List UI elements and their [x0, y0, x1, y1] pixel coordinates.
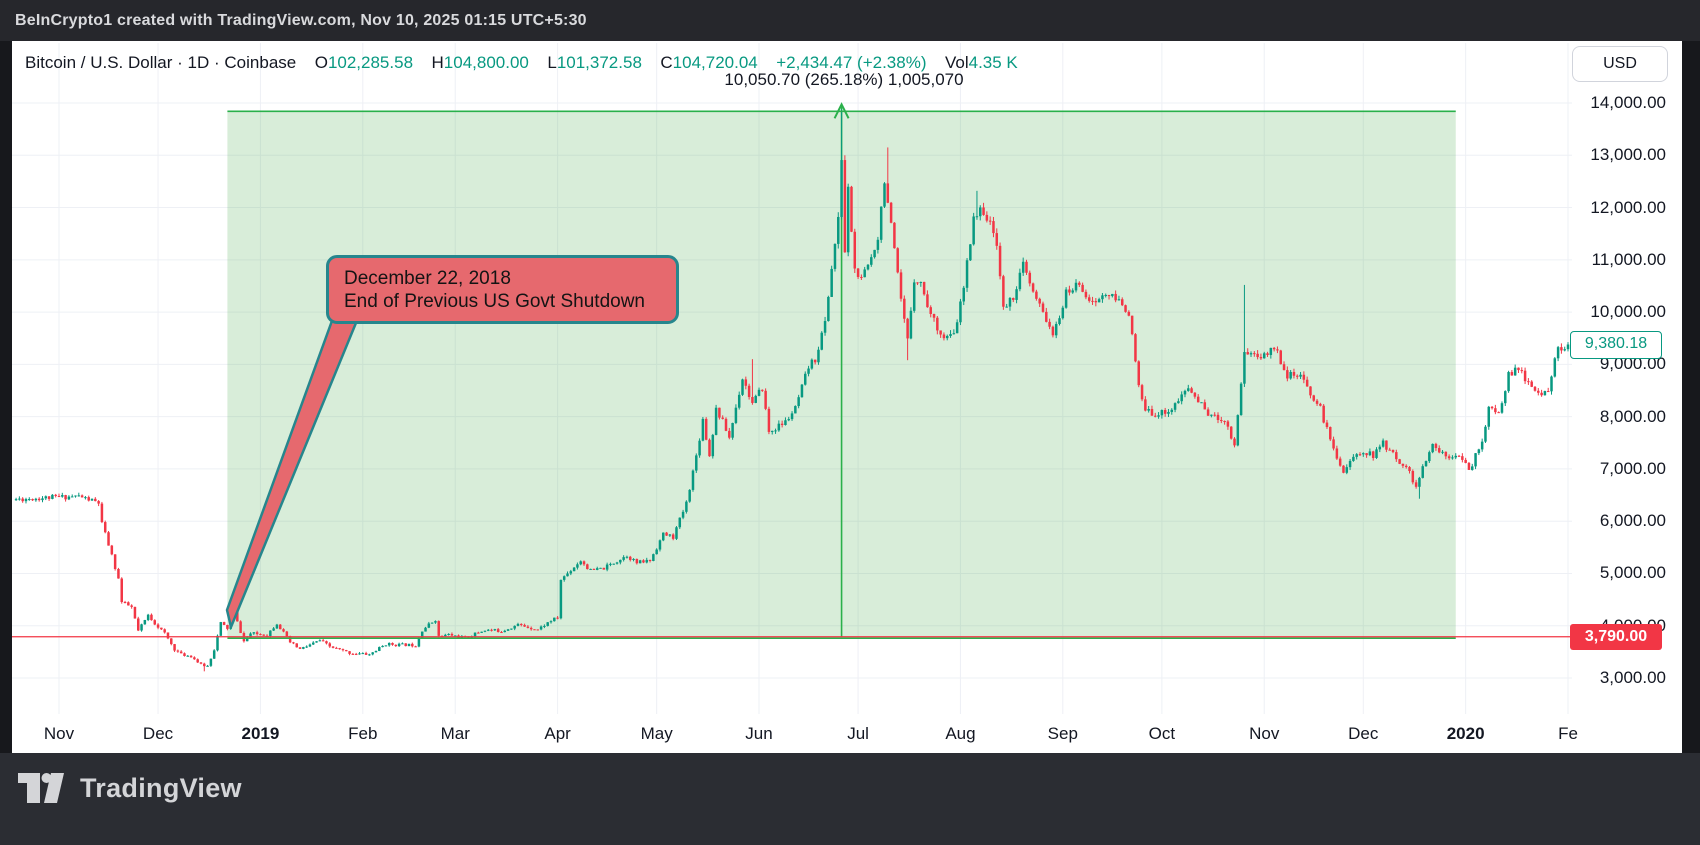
interval-value: 1D: [187, 53, 210, 72]
current-price-tag: 9,380.18: [1570, 331, 1662, 359]
attribution-bar: BeInCrypto1 created with TradingView.com…: [0, 0, 1700, 41]
volume-label: Vol: [944, 53, 969, 72]
time-axis-label: May: [640, 724, 673, 743]
attribution-text: BeInCrypto1 created with TradingView.com…: [15, 12, 587, 29]
tradingview-logo-icon: [18, 773, 64, 803]
volume-value: 4.35 K: [968, 53, 1018, 72]
high-label: H: [431, 53, 444, 72]
price-axis-label: 13,000.00: [1590, 145, 1666, 165]
time-axis-label: Feb: [348, 724, 378, 743]
time-axis-label: Sep: [1047, 724, 1078, 743]
high-value: 104,800.00: [443, 53, 529, 72]
change-value: +2,434.47 (+2.38%): [776, 53, 927, 72]
legend-separator: ·: [177, 53, 183, 72]
low-value: 101,372.58: [556, 53, 642, 72]
legend-separator: ·: [214, 53, 220, 72]
time-axis-label: Jul: [847, 724, 869, 743]
price-axis-label: 5,000.00: [1599, 563, 1666, 583]
time-axis-label: Jun: [745, 724, 773, 743]
footer-bar: TradingView: [0, 753, 1700, 845]
callout-line2: End of Previous US Govt Shutdown: [344, 291, 645, 312]
callout-line1: December 22, 2018: [344, 268, 511, 289]
price-axis-label: 9,000.00: [1599, 354, 1666, 374]
time-axis-label: 2020: [1446, 724, 1485, 743]
close-value: 104,720.04: [672, 53, 758, 72]
exchange-name: Coinbase: [224, 53, 297, 72]
time-axis-label: Apr: [544, 724, 571, 743]
price-axis-label: 3,000.00: [1599, 668, 1666, 688]
time-axis-label: Mar: [440, 724, 470, 743]
price-axis-label: 11,000.00: [1591, 249, 1666, 269]
chart-pane: [12, 41, 1682, 753]
time-axis-label: Dec: [142, 724, 174, 743]
price-axis-label: 12,000.00: [1590, 197, 1666, 217]
currency-usd-button[interactable]: USD: [1572, 46, 1668, 82]
open-label: O: [314, 53, 328, 72]
time-axis-label: Aug: [945, 724, 976, 743]
price-axis-label: 8,000.00: [1599, 406, 1666, 426]
price-axis-label: 7,000.00: [1599, 458, 1666, 478]
symbol-legend[interactable]: Bitcoin / U.S. Dollar · 1D · Coinbase O1…: [25, 51, 1018, 75]
price-range-measure-label: 10,050.70 (265.18%) 1,005,070: [724, 70, 964, 89]
time-axis-label: Dec: [1348, 724, 1379, 743]
price-axis-label: 14,000.00: [1590, 93, 1666, 112]
time-axis-label: Nov: [43, 724, 75, 743]
symbol-name: Bitcoin / U.S. Dollar: [25, 53, 173, 72]
time-axis-label: Fe: [1558, 724, 1578, 743]
low-label: L: [547, 53, 557, 72]
price-axis-label: 6,000.00: [1599, 511, 1666, 531]
tradingview-brand-text: TradingView: [80, 772, 242, 803]
time-axis-label: 2019: [241, 724, 280, 743]
price-axis-label: 10,000.00: [1590, 302, 1666, 322]
close-label: C: [660, 53, 673, 72]
tradingview-logo[interactable]: TradingView: [18, 773, 242, 803]
annotation-callout[interactable]: December 22, 2018 End of Previous US Gov…: [326, 255, 679, 324]
time-axis-label: Nov: [1249, 724, 1280, 743]
anchor-price-tag: 3,790.00: [1570, 624, 1662, 650]
open-value: 102,285.58: [327, 53, 414, 72]
time-axis-label: Oct: [1148, 724, 1176, 743]
